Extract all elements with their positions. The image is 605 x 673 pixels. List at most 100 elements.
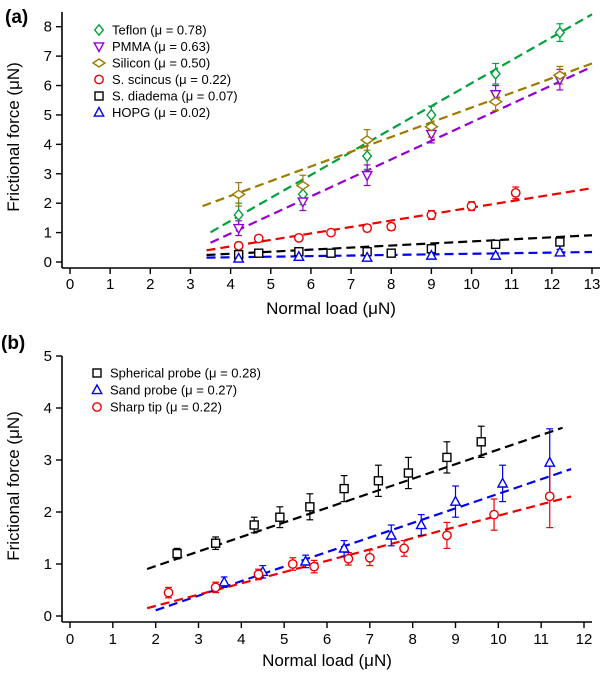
diamond-wide-marker [424, 121, 439, 132]
y-tick-label: 1 [44, 556, 52, 573]
circle-marker [94, 74, 104, 85]
x-tick-label: 10 [490, 631, 507, 648]
circle-marker [489, 509, 499, 520]
square-marker [249, 520, 259, 530]
square-marker [172, 548, 182, 559]
fit-line [209, 13, 593, 234]
diamond-marker [490, 67, 501, 81]
circle-marker [362, 223, 373, 234]
x-tick-label: 3 [194, 631, 202, 648]
square-marker [490, 239, 501, 250]
square-marker [210, 538, 221, 548]
y-tick-label: 7 [44, 48, 52, 65]
triangle-down-marker [425, 129, 438, 141]
x-tick-label: 5 [280, 631, 288, 648]
triangle-up-marker [299, 554, 312, 566]
triangle-down-marker [93, 42, 105, 53]
triangle-up-marker [553, 245, 566, 257]
x-tick-label: 8 [408, 631, 416, 648]
circle-marker [309, 561, 320, 572]
diamond-marker [233, 208, 244, 222]
panel-label: (b) [1, 333, 25, 354]
circle-marker [293, 232, 304, 243]
triangle-up-marker [449, 495, 462, 506]
legend-label: Teflon (μ = 0.78) [112, 23, 207, 38]
x-tick-label: 12 [576, 631, 593, 648]
x-tick-label: 12 [544, 276, 561, 293]
square-marker [339, 483, 349, 494]
diamond-marker [93, 23, 105, 37]
circle-marker [92, 402, 102, 412]
triangle-down-marker [297, 197, 309, 209]
y-tick-label: 6 [44, 78, 52, 95]
legend-label: S. scincus (μ = 0.22) [112, 72, 231, 87]
triangle-up-marker [361, 251, 374, 262]
triangle-up-marker [338, 541, 351, 553]
triangle-up-marker [232, 252, 245, 263]
legend-label: S. diadema (μ = 0.07) [112, 89, 238, 104]
triangle-down-marker [361, 170, 374, 182]
circle-marker [544, 491, 555, 502]
panel-label: (a) [5, 7, 28, 28]
diamond-wide-marker [91, 58, 107, 68]
x-tick-label: 9 [427, 276, 435, 293]
diamond-wide-marker [359, 135, 375, 145]
triangle-up-marker [93, 106, 105, 117]
x-tick-label: 5 [267, 276, 275, 293]
legend-label: Silicon (μ = 0.50) [112, 56, 210, 71]
circle-marker [326, 227, 336, 238]
x-tick-label: 0 [66, 631, 74, 648]
y-tick-label: 5 [44, 107, 52, 124]
x-tick-label: 6 [323, 631, 331, 648]
legend-label: HOPG (μ = 0.02) [112, 105, 210, 120]
triangle-up-marker [496, 476, 509, 488]
circle-marker [253, 569, 264, 580]
y-tick-label: 1 [44, 225, 52, 242]
circle-marker [466, 201, 477, 212]
y-tick-label: 2 [44, 195, 52, 212]
diamond-wide-marker [295, 180, 311, 191]
x-axis-label: Normal load (μN) [262, 651, 392, 670]
diamond-marker [426, 108, 437, 122]
y-tick-label: 0 [44, 254, 52, 271]
triangle-up-marker [292, 250, 305, 262]
y-tick-label: 4 [44, 400, 52, 417]
square-marker [373, 476, 384, 486]
fit-line [155, 468, 572, 612]
y-tick-label: 4 [44, 136, 52, 153]
square-marker [305, 502, 315, 512]
triangle-up-marker [218, 575, 231, 587]
diamond-wide-marker [488, 96, 503, 107]
circle-marker [386, 221, 397, 232]
square-marker [92, 368, 102, 378]
triangle-up-marker [543, 456, 556, 467]
x-tick-label: 4 [226, 276, 234, 293]
circle-marker [510, 187, 521, 198]
circle-marker [287, 559, 298, 569]
circle-marker [210, 582, 221, 593]
x-tick-label: 2 [151, 631, 159, 648]
triangle-up-marker [415, 518, 428, 530]
x-tick-label: 13 [584, 276, 601, 293]
x-tick-label: 11 [504, 276, 520, 293]
y-tick-label: 5 [44, 348, 52, 365]
square-marker [476, 437, 486, 447]
fit-line [206, 250, 593, 259]
square-marker [326, 248, 336, 258]
diamond-wide-marker [552, 70, 568, 81]
diamond-marker [361, 149, 373, 163]
x-tick-label: 9 [451, 631, 459, 648]
fit-line [206, 187, 593, 252]
x-axis-label: Normal load (μN) [266, 299, 396, 318]
fit-line [202, 62, 593, 208]
x-tick-label: 1 [106, 276, 114, 293]
square-marker [555, 237, 565, 247]
circle-marker [426, 210, 437, 220]
x-tick-label: 7 [347, 276, 355, 293]
x-tick-label: 4 [237, 631, 245, 648]
circle-marker [253, 233, 264, 244]
triangle-up-marker [489, 249, 502, 260]
y-tick-label: 3 [44, 452, 52, 469]
